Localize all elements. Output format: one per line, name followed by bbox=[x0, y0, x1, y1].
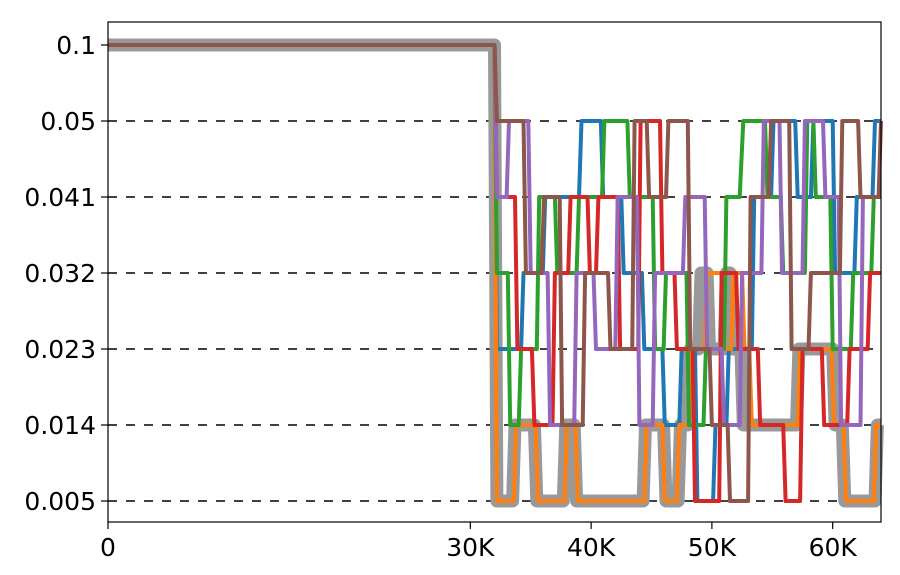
x-axis: 0 30K 40K 50K 60K bbox=[100, 522, 857, 562]
x-tick-label: 60K bbox=[809, 533, 858, 562]
y-tick-label: 0.014 bbox=[24, 411, 96, 440]
x-tick-label: 40K bbox=[567, 533, 616, 562]
y-axis: 0.1 0.05 0.041 0.032 0.023 0.014 0.005 bbox=[24, 31, 108, 516]
y-tick-label: 0.023 bbox=[24, 335, 96, 364]
y-tick-label: 0.1 bbox=[56, 31, 96, 60]
series-lines bbox=[108, 38, 884, 508]
plot-frame bbox=[107, 21, 882, 523]
series-line bbox=[108, 43, 883, 503]
x-tick-label: 50K bbox=[688, 533, 737, 562]
y-tick-label: 0.05 bbox=[40, 107, 96, 136]
y-tick-label: 0.041 bbox=[24, 183, 96, 212]
x-tick-label: 0 bbox=[100, 533, 116, 562]
x-tick-label: 30K bbox=[446, 533, 495, 562]
y-tick-label: 0.032 bbox=[24, 259, 96, 288]
y-tick-label: 0.005 bbox=[24, 487, 96, 516]
